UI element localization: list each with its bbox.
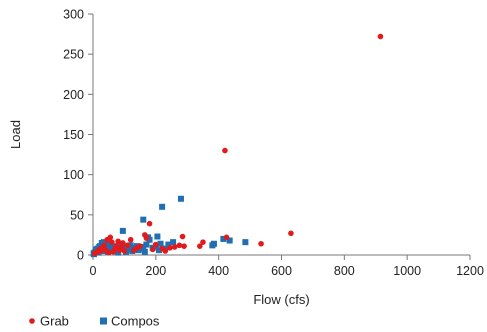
x-tick-label: 0 — [90, 264, 97, 278]
data-point-compos — [141, 248, 148, 255]
data-point-grab — [200, 239, 206, 245]
data-point-grab — [162, 248, 169, 254]
data-point-compos — [96, 243, 103, 250]
data-point-grab — [91, 250, 98, 257]
data-point-grab — [149, 246, 156, 253]
data-point-grab — [143, 235, 150, 241]
data-point-grab — [116, 247, 123, 253]
data-point-grab — [105, 249, 112, 256]
data-point-compos — [170, 239, 177, 246]
data-point-grab — [258, 240, 264, 247]
data-point-grab — [197, 243, 203, 249]
data-point-compos — [119, 227, 126, 234]
data-point-grab — [146, 220, 153, 227]
data-point-grab — [223, 234, 230, 241]
data-point-grab — [176, 242, 183, 249]
x-tick-label: 200 — [145, 264, 166, 278]
data-point-compos — [226, 237, 233, 244]
data-point-grab — [109, 239, 115, 245]
data-point-grab — [115, 238, 121, 245]
data-point-grab — [171, 244, 178, 250]
data-point-grab — [167, 244, 173, 251]
x-tick-label: 1000 — [393, 264, 421, 278]
y-tick-label: 0 — [77, 249, 84, 263]
x-axis-title: Flow (cfs) — [253, 292, 309, 307]
data-point-compos — [93, 246, 100, 253]
data-point-grab — [181, 243, 187, 249]
data-point-grab — [121, 248, 128, 254]
data-point-grab — [110, 248, 117, 255]
data-point-grab — [153, 241, 159, 248]
data-point-compos — [115, 249, 122, 256]
data-point-compos — [155, 247, 162, 254]
y-tick-label: 250 — [63, 48, 84, 62]
data-point-compos — [140, 216, 147, 223]
data-point-compos — [135, 247, 142, 254]
data-point-compos — [220, 235, 227, 242]
y-axis-title: Load — [8, 120, 23, 149]
legend-label-compos: Compos — [111, 314, 160, 329]
data-point-grab — [127, 236, 134, 243]
y-tick-label: 150 — [63, 128, 84, 142]
x-tick-label: 400 — [208, 264, 229, 278]
data-point-compos — [242, 239, 249, 246]
data-point-compos — [177, 195, 184, 202]
y-tick-label: 100 — [63, 168, 84, 182]
x-tick-label: 600 — [271, 264, 292, 278]
data-point-compos — [159, 203, 166, 210]
y-tick-label: 300 — [63, 8, 84, 22]
data-point-compos — [209, 242, 216, 249]
legend-marker-compos — [100, 317, 107, 325]
data-point-compos — [140, 243, 147, 250]
y-tick-label: 50 — [70, 208, 84, 222]
data-point-grab — [124, 242, 131, 249]
y-tick-label: 200 — [63, 88, 84, 102]
data-point-compos — [98, 239, 105, 246]
data-point-compos — [127, 242, 134, 249]
data-point-grab — [288, 230, 294, 237]
data-point-compos — [105, 240, 112, 247]
data-point-grab — [377, 33, 384, 40]
data-point-compos — [165, 241, 172, 248]
data-point-grab — [222, 147, 228, 154]
data-point-compos — [143, 241, 150, 248]
data-point-compos — [157, 240, 164, 247]
data-point-grab — [113, 243, 120, 249]
data-point-grab — [179, 233, 186, 240]
data-point-grab — [134, 244, 140, 251]
x-tick-label: 1200 — [456, 264, 484, 278]
data-point-compos — [154, 233, 161, 240]
x-tick-label: 800 — [334, 264, 355, 278]
data-point-compos — [121, 243, 128, 250]
legend-label-grab: Grab — [40, 314, 69, 329]
data-point-grab — [104, 236, 110, 243]
data-point-compos — [146, 236, 153, 243]
legend-marker-grab — [29, 318, 35, 324]
